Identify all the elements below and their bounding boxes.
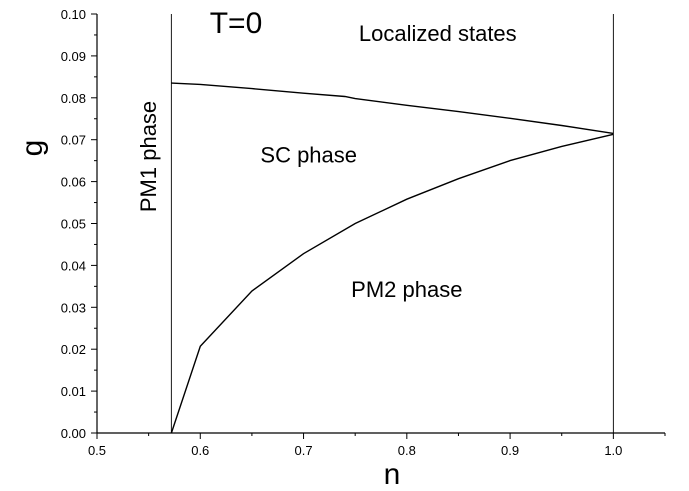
y-tick-label-0: 0.00 — [61, 426, 86, 441]
annotation-3: PM1 phase — [136, 101, 161, 212]
series-line-1 — [170, 133, 614, 434]
series-line-0 — [171, 82, 614, 135]
x-tick-label-2: 0.7 — [295, 443, 313, 458]
x-axis-label: n — [384, 458, 401, 491]
annotation-1: SC phase — [260, 143, 357, 168]
y-tick-label-3: 0.03 — [61, 300, 86, 315]
y-tick-label-5: 0.05 — [61, 217, 86, 232]
x-tick-label-0: 0.5 — [88, 443, 106, 458]
x-tick-label-3: 0.8 — [398, 443, 416, 458]
annotation-2: PM2 phase — [351, 277, 462, 302]
y-tick-label-1: 0.01 — [61, 384, 86, 399]
y-tick-label-2: 0.02 — [61, 342, 86, 357]
x-tick-label-5: 1.0 — [604, 443, 622, 458]
y-tick-label-8: 0.08 — [61, 91, 86, 106]
y-tick-label-4: 0.04 — [61, 258, 86, 273]
plot-area: 0.5 0.6 0.7 0.8 0.9 1.0 0.00 0.01 0.02 0.03 0.04 0.… — [61, 7, 666, 458]
y-tick-label-9: 0.09 — [61, 49, 86, 64]
y-tick-label-7: 0.07 — [61, 133, 86, 148]
chart-title: T=0 — [210, 7, 263, 40]
y-tick-label-6: 0.06 — [61, 175, 86, 190]
y-axis-label: g — [16, 140, 49, 157]
x-tick-label-4: 0.9 — [501, 443, 519, 458]
annotation-0: Localized states — [359, 21, 517, 46]
x-tick-label-1: 0.6 — [191, 443, 209, 458]
y-tick-label-10: 0.10 — [61, 7, 86, 22]
